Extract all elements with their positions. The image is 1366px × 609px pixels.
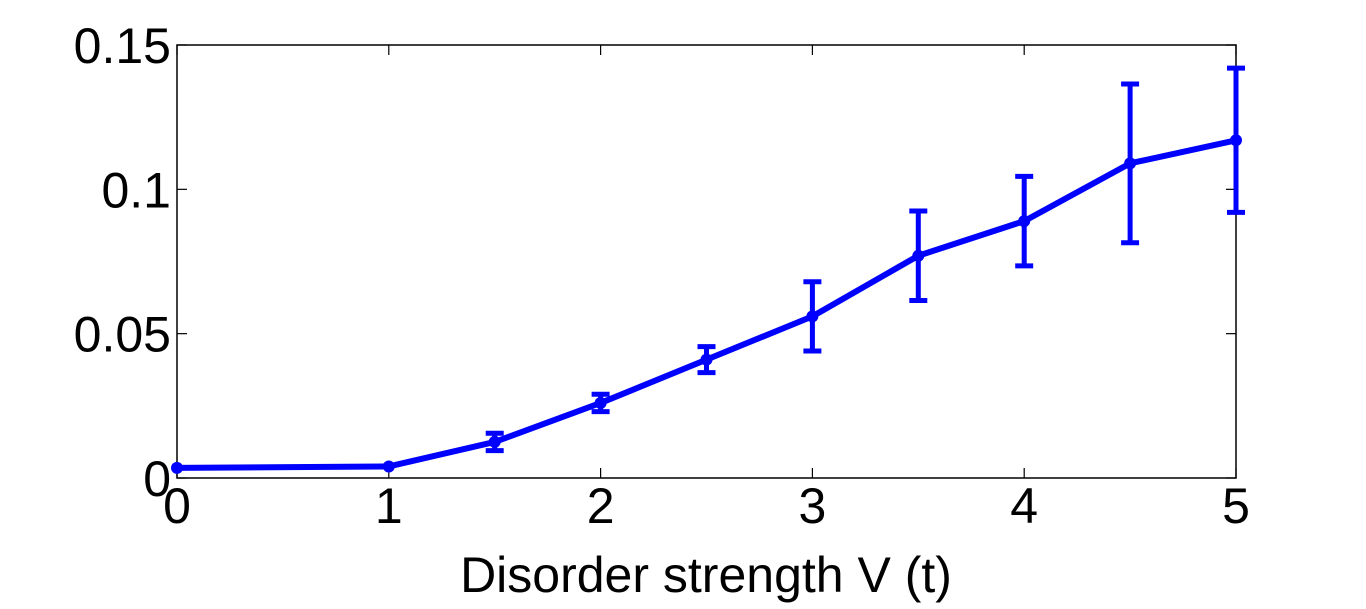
data-point	[171, 461, 183, 474]
y-tick-label: 0.1	[101, 162, 171, 218]
data-point	[912, 249, 925, 262]
y-tick-label: 0.15	[74, 18, 171, 74]
x-tick-label: 4	[1010, 478, 1038, 534]
data-point	[594, 396, 607, 409]
y-tick-label: 0.05	[74, 307, 171, 363]
series-line	[174, 137, 1239, 471]
data-point	[488, 435, 501, 448]
tick-labels: 0 1 2 3 4 5 0 0.05 0.1 0.15	[74, 18, 1250, 534]
x-tick-label: 1	[375, 478, 403, 534]
y-tick-label: 0	[143, 451, 171, 507]
data-point	[700, 353, 713, 366]
data-point	[1230, 134, 1242, 147]
data-point	[806, 310, 819, 323]
x-tick-label: 5	[1222, 478, 1250, 534]
plot-area	[176, 44, 1237, 479]
data-point	[1018, 215, 1031, 228]
data-point	[1124, 157, 1137, 170]
series	[171, 65, 1245, 474]
data-point	[382, 460, 395, 473]
ticks	[176, 44, 1237, 479]
x-axis-label: Disorder strength V (t)	[460, 547, 952, 603]
x-tick-label: 2	[587, 478, 615, 534]
x-tick-label: 3	[798, 478, 826, 534]
x-tick-label: 0	[163, 478, 191, 534]
